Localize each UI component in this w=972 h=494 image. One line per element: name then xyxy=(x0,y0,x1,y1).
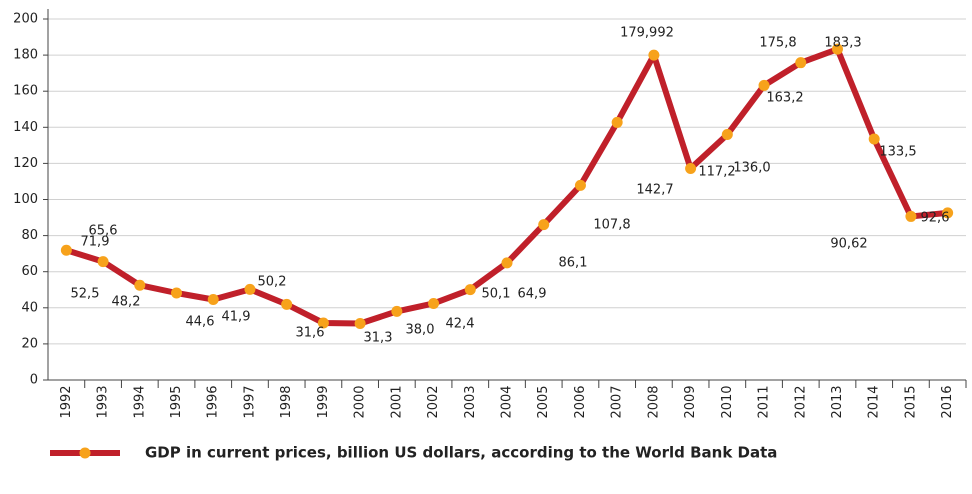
data-label: 183,3 xyxy=(824,36,861,51)
x-tick-label: 1996 xyxy=(206,385,221,418)
x-tick-label: 2007 xyxy=(610,385,625,418)
data-point xyxy=(611,116,623,128)
x-tick-label: 1994 xyxy=(132,385,147,418)
data-label: 117,2 xyxy=(698,165,735,180)
x-tick-label: 2002 xyxy=(426,385,441,418)
y-tick-label: 80 xyxy=(21,228,38,243)
data-label: 44,6 xyxy=(186,315,215,330)
x-tick-label: 2016 xyxy=(940,385,955,418)
data-label: 179,992 xyxy=(620,26,674,41)
x-tick-label: 2013 xyxy=(830,385,845,418)
data-point xyxy=(464,284,476,296)
data-point xyxy=(721,129,733,141)
y-tick-label: 60 xyxy=(21,264,38,279)
data-point xyxy=(317,317,329,329)
y-tick-label: 100 xyxy=(13,192,38,207)
data-point xyxy=(831,43,843,55)
x-tick-label: 1995 xyxy=(169,385,184,418)
y-tick-label: 200 xyxy=(13,12,38,27)
data-label: 136,0 xyxy=(733,161,770,176)
x-tick-label: 2008 xyxy=(646,385,661,418)
data-point xyxy=(648,49,660,61)
data-label: 52,5 xyxy=(71,287,100,302)
data-point xyxy=(758,79,770,91)
data-point xyxy=(171,287,183,299)
data-point xyxy=(281,298,293,310)
data-point xyxy=(97,256,109,268)
y-tick-label: 140 xyxy=(13,120,38,135)
x-tick-label: 2014 xyxy=(867,385,882,418)
x-tick-label: 1997 xyxy=(242,385,257,418)
y-tick-label: 20 xyxy=(21,336,38,351)
x-tick-label: 2012 xyxy=(793,385,808,418)
data-label: 64,9 xyxy=(518,287,547,302)
legend-label: GDP in current prices, billion US dollar… xyxy=(145,444,777,462)
y-tick-label: 160 xyxy=(13,84,38,99)
data-label: 31,3 xyxy=(364,331,393,346)
data-point xyxy=(134,279,146,291)
x-tick-label: 2001 xyxy=(389,385,404,418)
data-label: 175,8 xyxy=(759,36,796,51)
data-point xyxy=(538,219,550,231)
data-label: 38,0 xyxy=(406,323,435,338)
data-point xyxy=(60,244,72,256)
data-point xyxy=(574,179,586,191)
data-point xyxy=(685,162,697,174)
data-point xyxy=(428,297,440,309)
data-point xyxy=(354,318,366,330)
data-point xyxy=(207,293,219,305)
data-label: 50,1 xyxy=(482,287,511,302)
data-label: 92,6 xyxy=(921,211,950,226)
data-point xyxy=(391,305,403,317)
y-tick-label: 120 xyxy=(13,156,38,171)
data-label: 41,9 xyxy=(222,310,251,325)
x-tick-label: 2009 xyxy=(683,385,698,418)
data-point xyxy=(905,210,917,222)
x-tick-label: 2010 xyxy=(720,385,735,418)
x-tick-label: 1999 xyxy=(316,385,331,418)
x-tick-label: 1998 xyxy=(279,385,294,418)
data-label: 142,7 xyxy=(636,183,673,198)
y-tick-label: 40 xyxy=(21,300,38,315)
x-tick-label: 2004 xyxy=(500,385,515,418)
x-tick-label: 2006 xyxy=(573,385,588,418)
data-label: 107,8 xyxy=(593,218,630,233)
x-tick-label: 2003 xyxy=(463,385,478,418)
data-label: 86,1 xyxy=(559,256,588,271)
data-point xyxy=(795,57,807,69)
x-tick-label: 1992 xyxy=(59,385,74,418)
data-label: 90,62 xyxy=(830,237,867,252)
x-tick-label: 1993 xyxy=(96,385,111,418)
data-line xyxy=(65,46,948,327)
x-tick-label: 2011 xyxy=(757,385,772,418)
data-label: 133,5 xyxy=(879,145,916,160)
data-label: 42,4 xyxy=(446,317,475,332)
data-label: 71,9 xyxy=(81,235,110,250)
x-tick-label: 2000 xyxy=(353,385,368,418)
data-label: 50,2 xyxy=(258,275,287,290)
y-tick-label: 180 xyxy=(13,48,38,63)
data-point xyxy=(868,133,880,145)
y-tick-label: 0 xyxy=(30,373,38,388)
x-tick-label: 2015 xyxy=(903,385,918,418)
legend-marker xyxy=(79,447,91,459)
data-label: 48,2 xyxy=(112,295,141,310)
data-label: 163,2 xyxy=(766,91,803,106)
data-point xyxy=(501,257,513,269)
x-tick-label: 2005 xyxy=(536,385,551,418)
data-point xyxy=(244,283,256,295)
data-label: 31,6 xyxy=(296,326,325,341)
data-label: 65,6 xyxy=(89,224,118,239)
data-point xyxy=(942,207,954,219)
